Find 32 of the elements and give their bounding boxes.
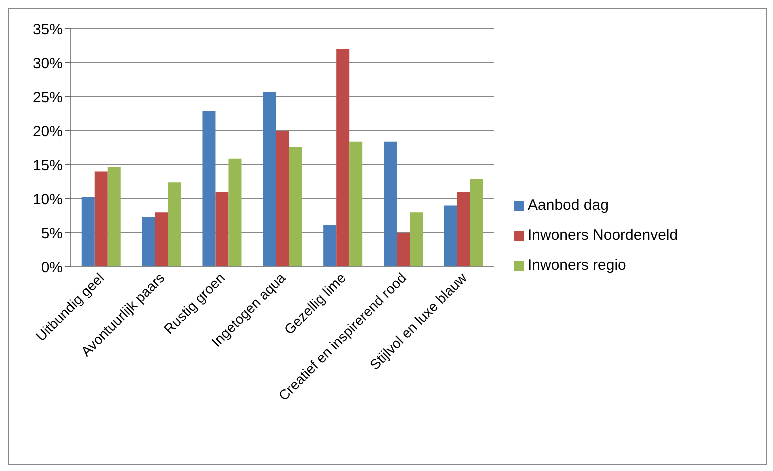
bar	[202, 111, 216, 267]
bar	[444, 206, 458, 267]
bar	[276, 131, 290, 267]
y-tick-label: 30%	[32, 55, 63, 72]
y-tick-label: 35%	[32, 21, 63, 38]
y-tick-label: 10%	[32, 191, 63, 208]
bar	[142, 217, 156, 267]
bar	[457, 192, 470, 267]
bar	[470, 179, 484, 267]
bar	[324, 226, 337, 267]
bar	[168, 182, 182, 267]
bar	[216, 192, 229, 267]
legend-label: Aanbod dag	[528, 196, 609, 214]
bar	[350, 142, 363, 267]
bar	[336, 49, 350, 267]
bar	[263, 92, 276, 267]
bar	[384, 142, 398, 267]
y-tick-label: 20%	[32, 123, 63, 140]
bar	[397, 233, 410, 267]
bar	[410, 212, 424, 267]
legend-label: Inwoners regio	[528, 256, 626, 274]
bar	[228, 158, 242, 267]
y-tick-label: 25%	[32, 89, 63, 106]
bar	[108, 167, 121, 267]
y-tick-label: 5%	[41, 225, 63, 242]
y-tick-label: 15%	[32, 157, 63, 174]
bar	[94, 172, 108, 267]
bar	[82, 196, 95, 267]
y-tick-label: 0%	[41, 259, 63, 276]
bar	[289, 147, 302, 267]
legend-label: Inwoners Noordenveld	[528, 226, 678, 244]
bar	[155, 212, 168, 267]
